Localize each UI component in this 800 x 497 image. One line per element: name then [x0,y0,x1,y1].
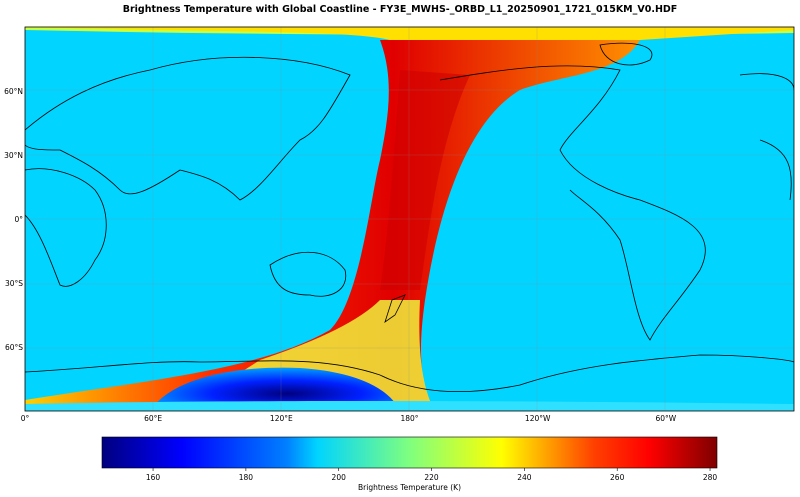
colorbar-tick-label: 160 [146,473,161,482]
colorbar-ticks: 160 180 200 220 240 260 280 [146,468,718,482]
swath-central-red [380,70,470,290]
south-strip [25,401,794,411]
y-tick-label: 30°S [5,279,23,288]
x-tick-label: 60°W [655,414,676,423]
y-tick-label: 60°N [4,87,23,96]
y-tick-label: 30°N [4,151,23,160]
x-tick-label: 180° [400,414,418,423]
map-frame [24,26,795,412]
map-title: Brightness Temperature with Global Coast… [122,4,678,15]
x-tick-labels: 0° 60°E 120°E 180° 120°W 60°W [21,414,677,423]
colorbar-tick-label: 240 [517,473,532,482]
colorbar-tick-label: 220 [424,473,439,482]
colorbar-tick-label: 260 [610,473,625,482]
y-tick-label: 0° [14,215,23,224]
antarctica-cold-region [150,367,400,411]
x-tick-label: 120°E [270,414,293,423]
colorbar-label: Brightness Temperature (K) [358,483,461,492]
colorbar-tick-label: 200 [332,473,347,482]
x-tick-label: 120°W [525,414,551,423]
colorbar [101,436,718,469]
gridlines [25,27,794,411]
y-tick-labels: 60°N 30°N 0° 30°S 60°S [4,87,23,352]
map-area [25,27,794,411]
y-tick-label: 60°S [5,343,23,352]
colorbar-tick-label: 280 [703,473,718,482]
coastlines [25,42,794,392]
x-tick-label: 60°E [144,414,162,423]
colorbar-tick-label: 180 [239,473,254,482]
swath-north-polar [25,27,794,40]
x-tick-label: 0° [21,414,30,423]
